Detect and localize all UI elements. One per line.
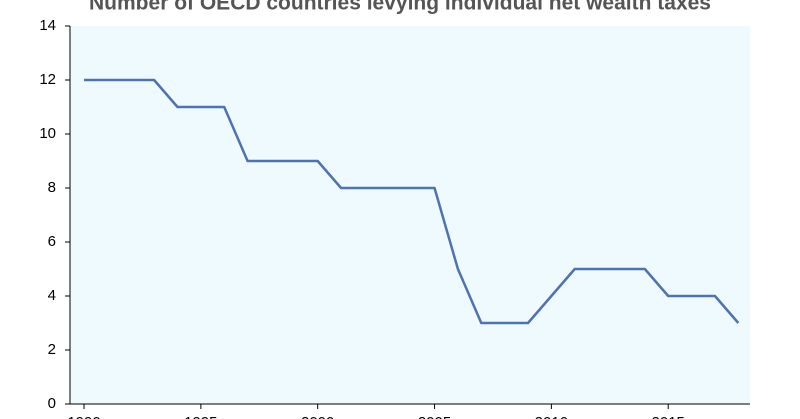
x-tick-label: 2005 xyxy=(418,414,451,419)
x-tick-label: 1990 xyxy=(67,414,100,419)
y-tick-label: 2 xyxy=(48,341,56,358)
y-tick-label: 6 xyxy=(48,233,56,250)
y-tick-label: 10 xyxy=(39,125,56,142)
plot-area xyxy=(70,26,750,404)
y-tick-label: 14 xyxy=(39,17,56,34)
x-tick-label: 2000 xyxy=(301,414,334,419)
y-tick-label: 8 xyxy=(48,179,56,196)
x-tick-label: 2015 xyxy=(652,414,685,419)
y-tick-label: 12 xyxy=(39,71,56,88)
y-tick-label: 0 xyxy=(48,395,56,412)
x-tick-label: 2010 xyxy=(535,414,568,419)
x-tick-label: 1995 xyxy=(184,414,217,419)
y-tick-label: 4 xyxy=(48,287,56,304)
data-line xyxy=(84,78,740,325)
chart-title: Number of OECD countries levying individ… xyxy=(89,0,711,15)
